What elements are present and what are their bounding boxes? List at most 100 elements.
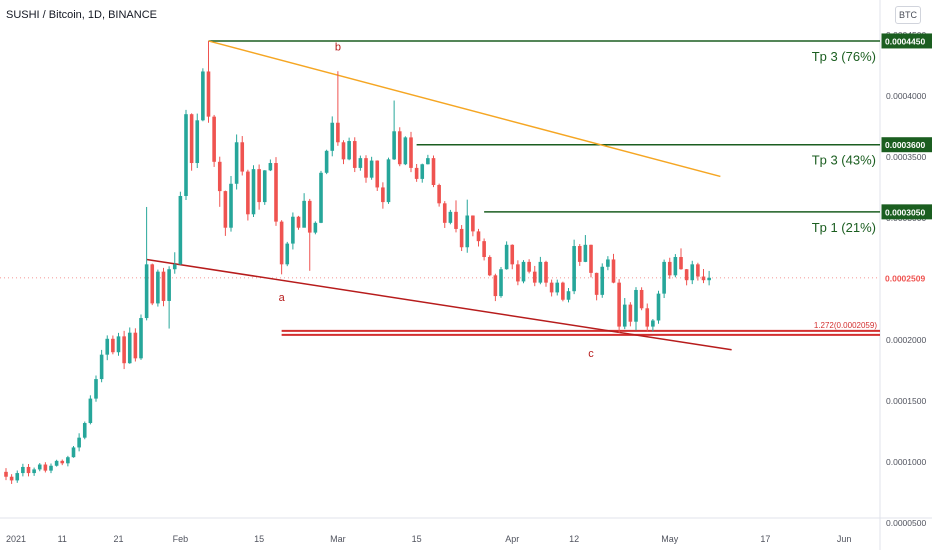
candle-body [307, 200, 312, 233]
candle-body [454, 211, 458, 229]
candle-body [195, 120, 200, 164]
candle-body [274, 163, 278, 222]
candle-body [296, 216, 301, 228]
candle-body [544, 261, 548, 283]
candle-body [409, 137, 413, 168]
candle-body [414, 167, 419, 179]
candle-body [364, 158, 368, 178]
price-tick-label: 0.0003500 [886, 152, 926, 162]
candle-body [105, 338, 110, 355]
time-tick-label: Apr [505, 534, 519, 544]
candle-body [358, 158, 363, 168]
candle-body [206, 71, 211, 117]
candle-body [577, 246, 582, 262]
candle-body [251, 169, 256, 215]
candle-body [392, 131, 396, 160]
time-tick-label: 15 [254, 534, 264, 544]
candle-body [482, 241, 486, 258]
currency-badge[interactable]: BTC [895, 6, 921, 24]
price-tick-label: 0.0001500 [886, 396, 926, 406]
candle-body [144, 264, 149, 319]
candle-body [499, 269, 503, 297]
time-tick-label: 12 [569, 534, 579, 544]
candle-body [82, 423, 87, 438]
symbol-title[interactable]: SUSHI / Bitcoin, 1D, BINANCE [6, 9, 157, 21]
candle-body [49, 465, 53, 471]
candle-body [94, 379, 98, 399]
candle-body [9, 476, 14, 481]
candle-body [217, 161, 222, 192]
candle-body [184, 114, 188, 196]
candle-body [291, 216, 295, 244]
candle-body [99, 354, 104, 380]
price-tag-label: 0.0003600 [885, 140, 925, 150]
candle-body [426, 158, 430, 165]
candle-body [156, 271, 160, 304]
candle-body [268, 163, 273, 171]
resistance-trendline [208, 40, 721, 178]
candle-body [561, 282, 565, 300]
price-tick-label: 0.0004000 [886, 91, 926, 101]
candle-body [622, 304, 627, 327]
candle-body [617, 282, 621, 327]
candle-body [122, 336, 126, 364]
candle-body [341, 142, 346, 160]
target-label: Tp 3 (76%) [812, 49, 876, 64]
candle-body [634, 289, 638, 322]
candle-body [60, 460, 65, 464]
candle-body [516, 264, 520, 282]
price-tick-label: 0.0001000 [886, 457, 926, 467]
candle-body [15, 473, 20, 481]
time-tick-label: 15 [412, 534, 422, 544]
candle-body [504, 244, 509, 270]
candle-body [437, 184, 441, 204]
candle-body [54, 460, 59, 466]
candle-body [167, 269, 171, 301]
candle-body [223, 191, 228, 228]
candle-body [88, 398, 93, 424]
candle-body [651, 320, 655, 327]
candle-body [313, 222, 318, 233]
price-tag [881, 33, 932, 49]
candle-body [352, 141, 357, 168]
candle-body [212, 116, 216, 162]
candle-body [566, 291, 571, 300]
candle-body [420, 164, 425, 179]
candle-body [111, 338, 115, 353]
candle-body [139, 318, 143, 359]
candle-body [549, 282, 554, 293]
candle-body [37, 464, 42, 470]
candle-body [386, 159, 391, 203]
candle-body [628, 304, 633, 322]
candle-body [32, 469, 36, 474]
price-tag [881, 137, 932, 153]
candle-body [527, 261, 531, 272]
candle-body [510, 244, 515, 265]
candle-body [639, 289, 644, 309]
candle-body [133, 332, 138, 359]
candle-body [656, 293, 661, 321]
candle-body [116, 336, 121, 353]
candle-body [178, 195, 183, 265]
candle-body [673, 257, 678, 276]
candle-body [234, 142, 239, 184]
candle-body [369, 160, 374, 178]
price-tag [881, 204, 932, 220]
candle-body [403, 137, 408, 165]
candle-body [442, 203, 447, 223]
candle-body [66, 457, 70, 464]
candle-body [611, 259, 616, 283]
candle-body [229, 183, 233, 228]
support-trendline [146, 258, 732, 351]
candle-body [431, 158, 436, 185]
price-tag-label: 0.0004450 [885, 36, 925, 46]
candle-body [667, 261, 672, 276]
candle-body [707, 277, 711, 281]
candle-body [684, 269, 689, 281]
candle-body [600, 266, 605, 295]
candle-body [589, 244, 593, 273]
candle-body [347, 141, 351, 160]
price-tag [881, 270, 932, 286]
